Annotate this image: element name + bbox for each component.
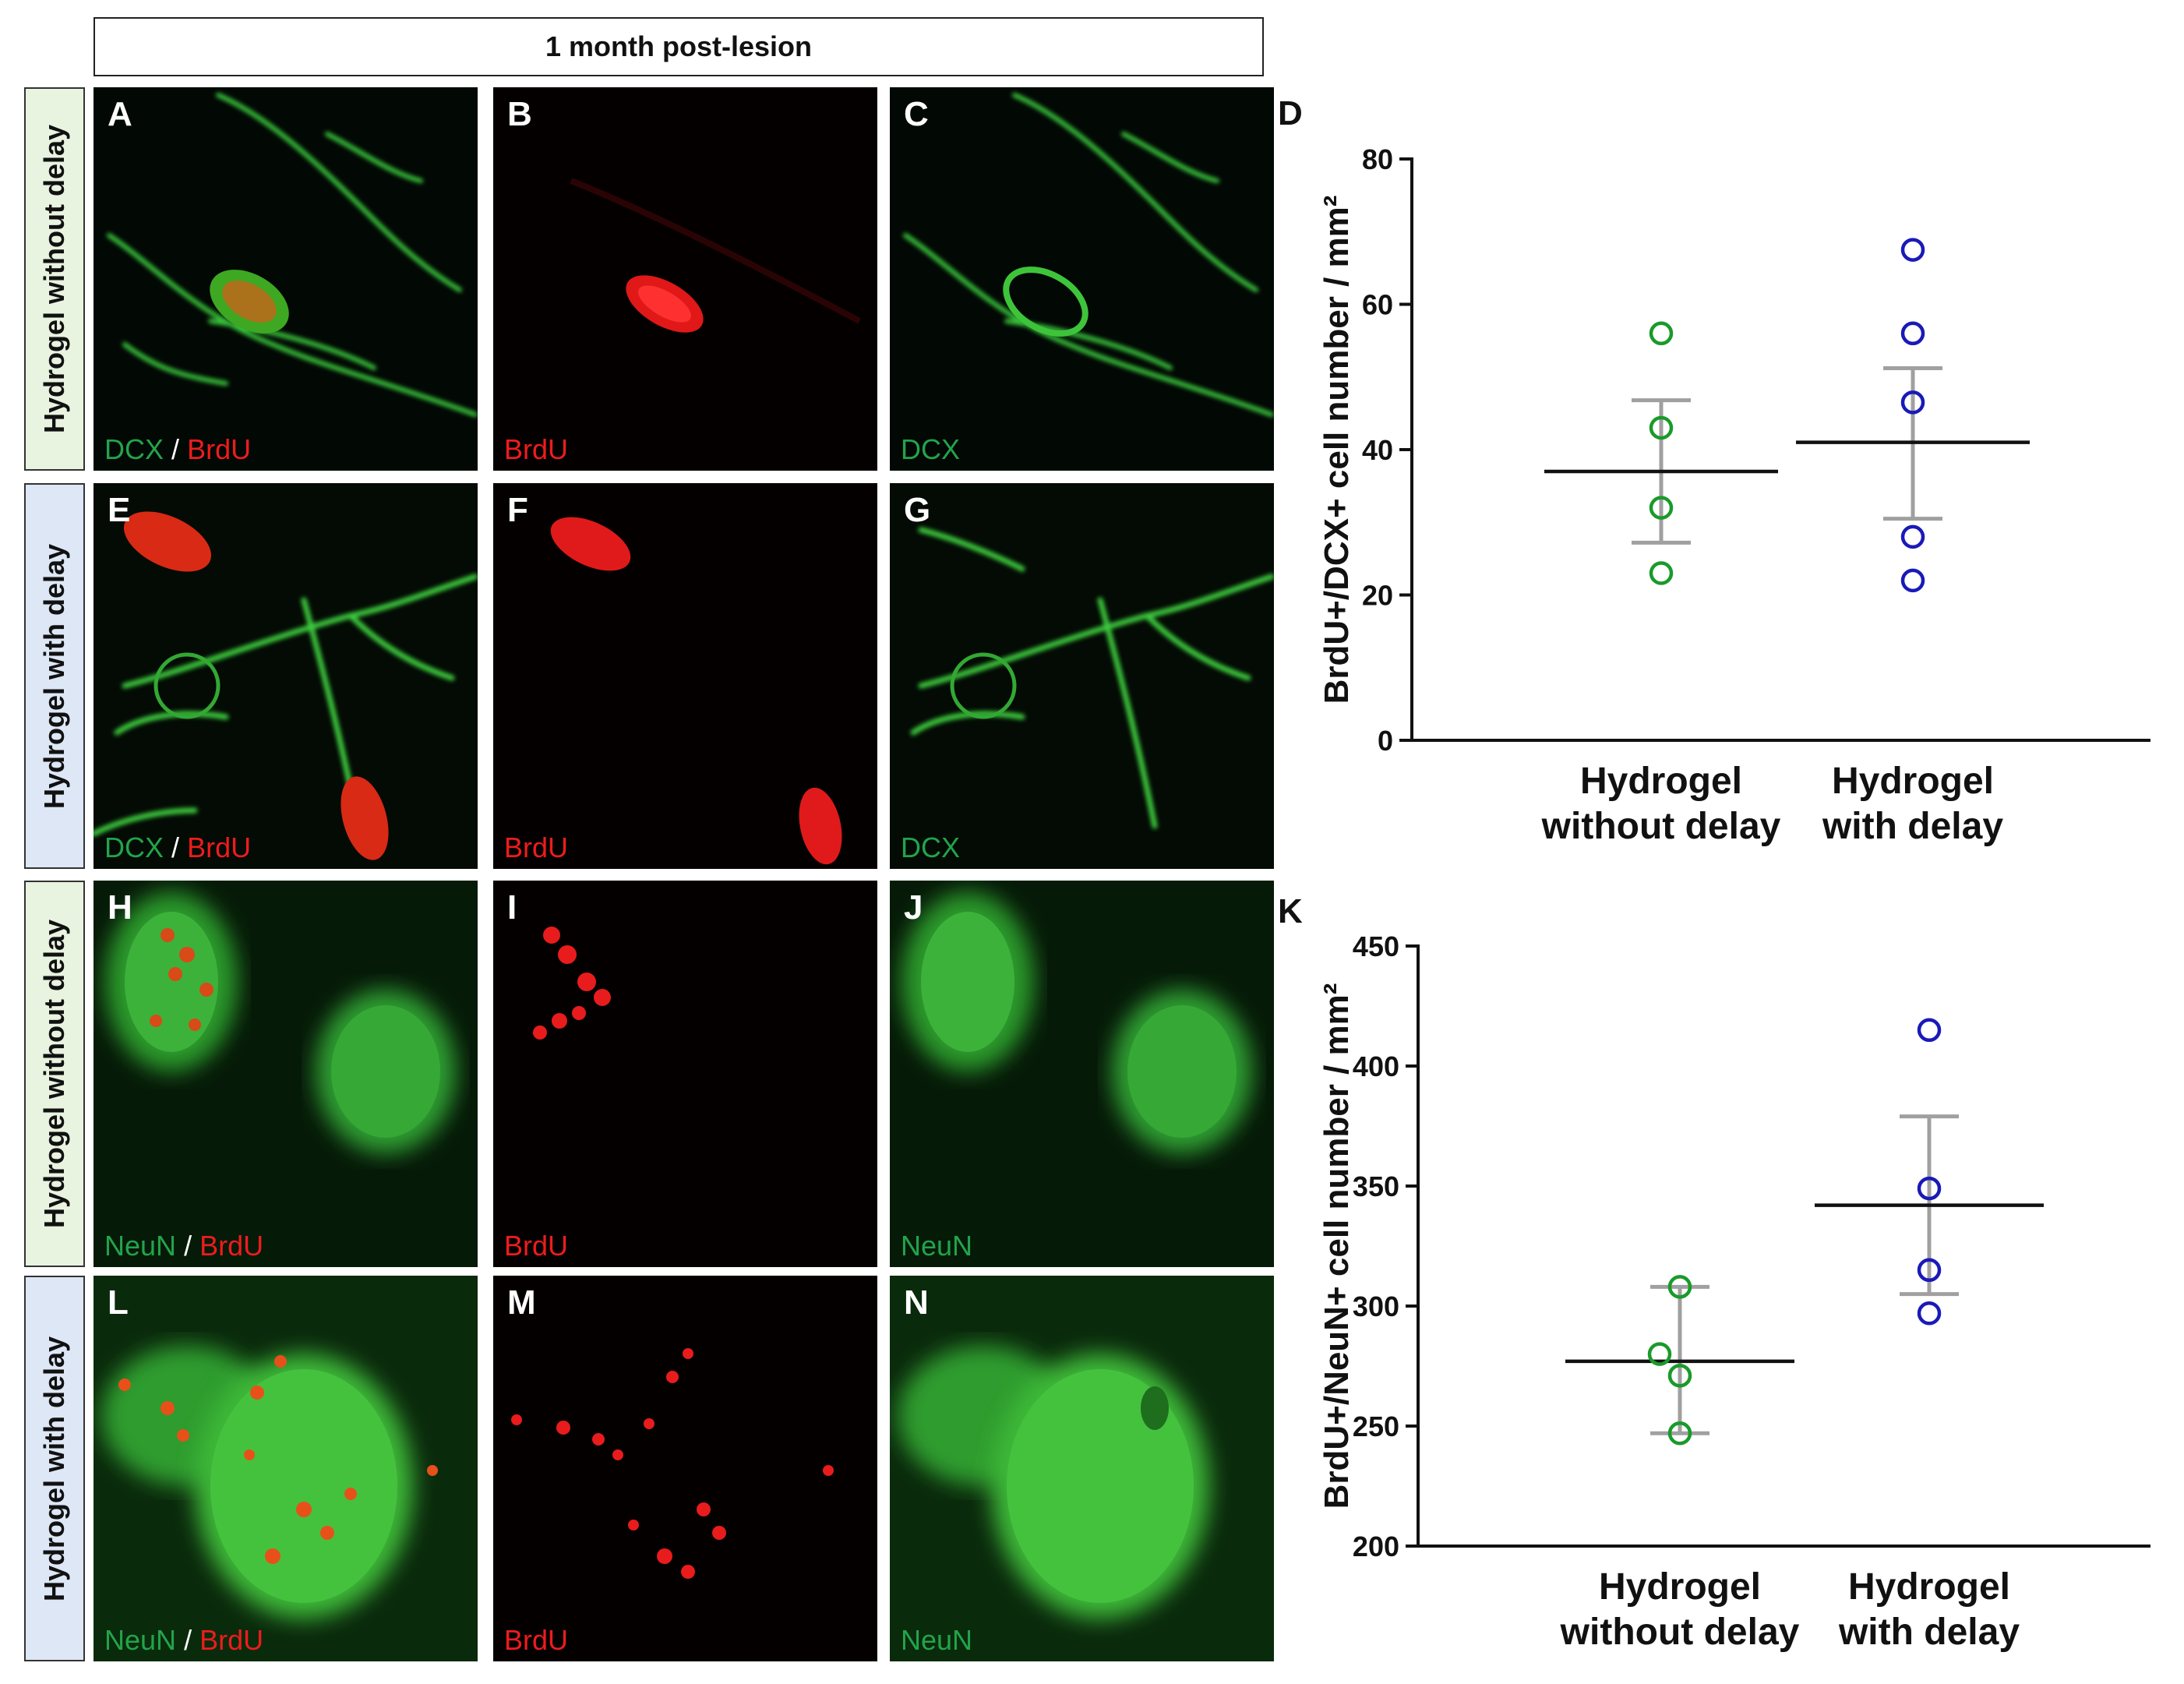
data-point — [1917, 1301, 1942, 1326]
category-label: without delay — [1560, 1612, 1800, 1653]
micrograph-image — [93, 1276, 478, 1661]
panel-letter: C — [904, 95, 929, 133]
micrograph-panel-g: G DCX — [890, 483, 1274, 869]
micrograph-image — [890, 881, 1274, 1267]
row-label-4: Hydrogel with delay — [24, 1276, 85, 1661]
y-tick-label: 40 — [1362, 434, 1393, 466]
data-point — [1900, 238, 1925, 262]
category-label: Hydrogel — [1599, 1566, 1761, 1608]
y-tick-label: 80 — [1362, 143, 1393, 175]
y-tick-label: 60 — [1362, 289, 1393, 321]
data-point — [1647, 1342, 1672, 1366]
marker-label: DCX / BrdU — [104, 831, 252, 863]
micrograph-image — [890, 483, 1274, 869]
data-point — [1649, 496, 1674, 520]
panel-letter: K — [1278, 892, 1303, 930]
y-axis-title: BrdU+/DCX+ cell number / mm² — [1318, 196, 1356, 704]
figure-header: 1 month post-lesion — [93, 17, 1264, 76]
row-label-2: Hydrogel with delay — [24, 483, 85, 869]
micrograph-image — [93, 87, 478, 471]
panel-letter: M — [507, 1283, 536, 1322]
data-point — [1667, 1364, 1692, 1388]
marker-label: NeuN — [901, 1230, 973, 1262]
row-label-1: Hydrogel without delay — [24, 87, 85, 471]
y-tick-label: 200 — [1353, 1530, 1399, 1562]
row-label-3: Hydrogel without delay — [24, 881, 85, 1267]
micrograph-image — [93, 881, 478, 1267]
marker-label: DCX / BrdU — [104, 433, 252, 465]
data-point — [1649, 321, 1674, 346]
data-point — [1917, 1258, 1942, 1283]
data-point — [1900, 524, 1925, 549]
micrograph-panel-a: A DCX / BrdU — [93, 87, 478, 471]
data-point — [1900, 321, 1925, 346]
panel-letter: B — [507, 95, 532, 133]
micrograph-panel-l: L NeuN / BrdU — [93, 1276, 478, 1661]
micrograph-image — [890, 1276, 1274, 1661]
panel-letter: D — [1278, 94, 1303, 132]
panel-letter: N — [904, 1283, 929, 1322]
data-point — [1900, 568, 1925, 593]
panel-letter: E — [108, 491, 131, 529]
data-point — [1900, 390, 1925, 415]
micrograph-panel-b: B BrdU — [493, 87, 877, 471]
data-point — [1667, 1421, 1692, 1446]
y-tick-label: 20 — [1362, 580, 1393, 612]
marker-label: NeuN / BrdU — [104, 1230, 264, 1262]
micrograph-image — [890, 87, 1274, 471]
marker-label: BrdU — [504, 433, 569, 465]
marker-label: NeuN — [901, 1624, 973, 1656]
panel-letter: G — [904, 491, 931, 529]
micrograph-panel-h: H NeuN / BrdU — [93, 881, 478, 1267]
micrograph-image — [493, 483, 877, 869]
panel-letter: I — [507, 888, 517, 927]
panel-letter: L — [108, 1283, 129, 1322]
micrograph-panel-n: N NeuN — [890, 1276, 1274, 1661]
marker-label: BrdU — [504, 1230, 569, 1262]
micrograph-panel-f: F BrdU — [493, 483, 877, 869]
y-tick-label: 250 — [1353, 1410, 1399, 1442]
category-label: without delay — [1541, 806, 1781, 847]
y-axis-title: BrdU+/NeuN+ cell number / mm² — [1318, 983, 1356, 1509]
data-point — [1917, 1176, 1942, 1201]
category-label: Hydrogel — [1580, 761, 1742, 802]
marker-label: BrdU — [504, 1624, 569, 1656]
micrograph-image — [493, 1276, 877, 1661]
micrograph-panel-c: C DCX — [890, 87, 1274, 471]
data-point — [1649, 415, 1674, 440]
data-point — [1667, 1275, 1692, 1299]
panel-letter: F — [507, 491, 528, 529]
y-tick-label: 400 — [1353, 1050, 1399, 1082]
micrograph-panel-e: E DCX / BrdU — [93, 483, 478, 869]
chart-k: K 200 250 300 350 400 450 BrdU+/NeuN+ cell numb… — [1278, 892, 2150, 1653]
y-tick-label: 300 — [1353, 1290, 1399, 1322]
panel-letter: J — [904, 888, 923, 927]
micrograph-panel-m: M BrdU — [493, 1276, 877, 1661]
panel-letter: H — [108, 888, 132, 927]
category-label: with delay — [1838, 1612, 2020, 1653]
data-point — [1649, 561, 1674, 585]
y-tick-label: 450 — [1353, 930, 1399, 962]
category-label: Hydrogel — [1848, 1566, 2010, 1608]
category-label: with delay — [1822, 806, 2003, 847]
micrograph-panel-i: I BrdU — [493, 881, 877, 1267]
data-point — [1917, 1018, 1942, 1043]
panel-letter: A — [108, 95, 132, 133]
micrograph-image — [93, 483, 478, 869]
micrograph-image — [493, 87, 877, 471]
marker-label: NeuN / BrdU — [104, 1624, 264, 1656]
marker-label: DCX — [901, 831, 961, 863]
marker-label: DCX — [901, 433, 961, 465]
micrograph-panel-j: J NeuN — [890, 881, 1274, 1267]
y-tick-label: 0 — [1378, 725, 1393, 757]
y-tick-label: 350 — [1353, 1170, 1399, 1202]
micrograph-image — [493, 881, 877, 1267]
marker-label: BrdU — [504, 831, 569, 863]
category-label: Hydrogel — [1832, 761, 1994, 802]
